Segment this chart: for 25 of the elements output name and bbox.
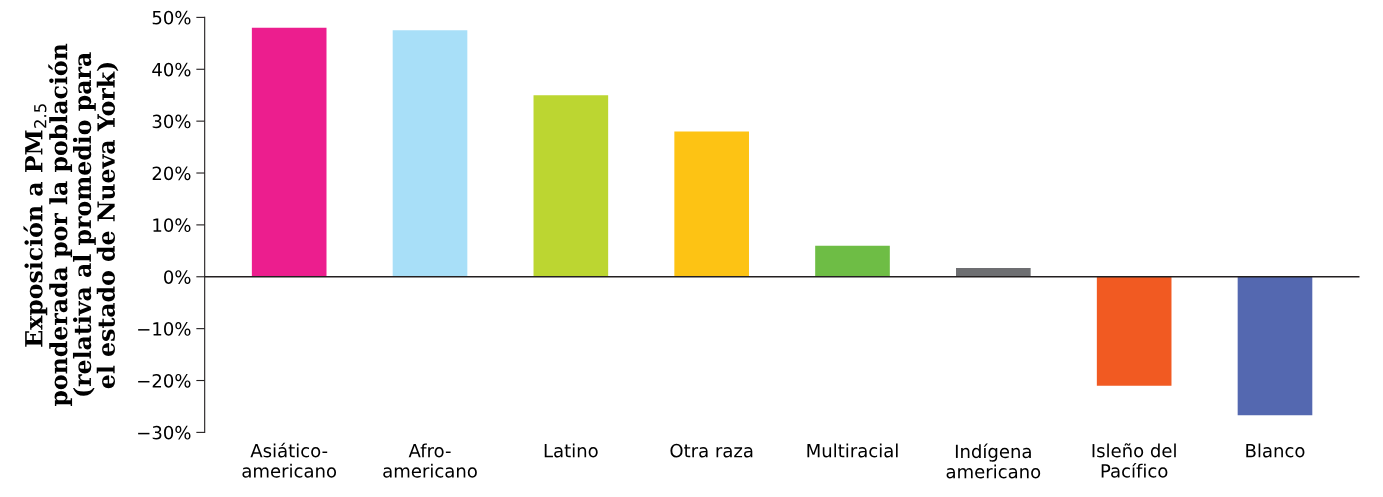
x-tick-label: Afro- americano bbox=[383, 443, 477, 478]
x-tick-label: Indígena americano bbox=[946, 443, 1041, 479]
bar bbox=[392, 30, 468, 277]
y-tick-label: 50% bbox=[152, 10, 191, 25]
y-tick-label: −20% bbox=[138, 373, 191, 388]
bar bbox=[251, 27, 327, 277]
x-tick-label: Blanco bbox=[1246, 443, 1305, 458]
y-tick-label: 10% bbox=[153, 218, 191, 233]
bar bbox=[1237, 276, 1313, 416]
y-tick-label: 30% bbox=[152, 114, 191, 129]
bar bbox=[1096, 276, 1172, 386]
x-tick-label: Asiático- americano bbox=[242, 442, 337, 478]
bar bbox=[815, 245, 890, 277]
y-tick-label: 20% bbox=[152, 166, 191, 181]
bar bbox=[533, 95, 609, 277]
y-axis-title: Exposición a PM$_{2.5}$ ponderada por la población (relativa al promedio para el estado de Nueva York) bbox=[23, 43, 119, 407]
y-tick-label: −10% bbox=[138, 322, 191, 336]
x-tick-label: Otra raza bbox=[670, 443, 753, 458]
bar bbox=[674, 131, 749, 277]
x-tick-label: Isleño del Pacífico bbox=[1092, 443, 1176, 478]
y-tick-label: 0% bbox=[164, 270, 191, 284]
x-tick-label: Latino bbox=[544, 443, 598, 458]
y-tick-label: −30% bbox=[138, 425, 191, 440]
y-tick-label: 40% bbox=[152, 62, 191, 77]
x-tick-label: Multiracial bbox=[807, 443, 898, 458]
